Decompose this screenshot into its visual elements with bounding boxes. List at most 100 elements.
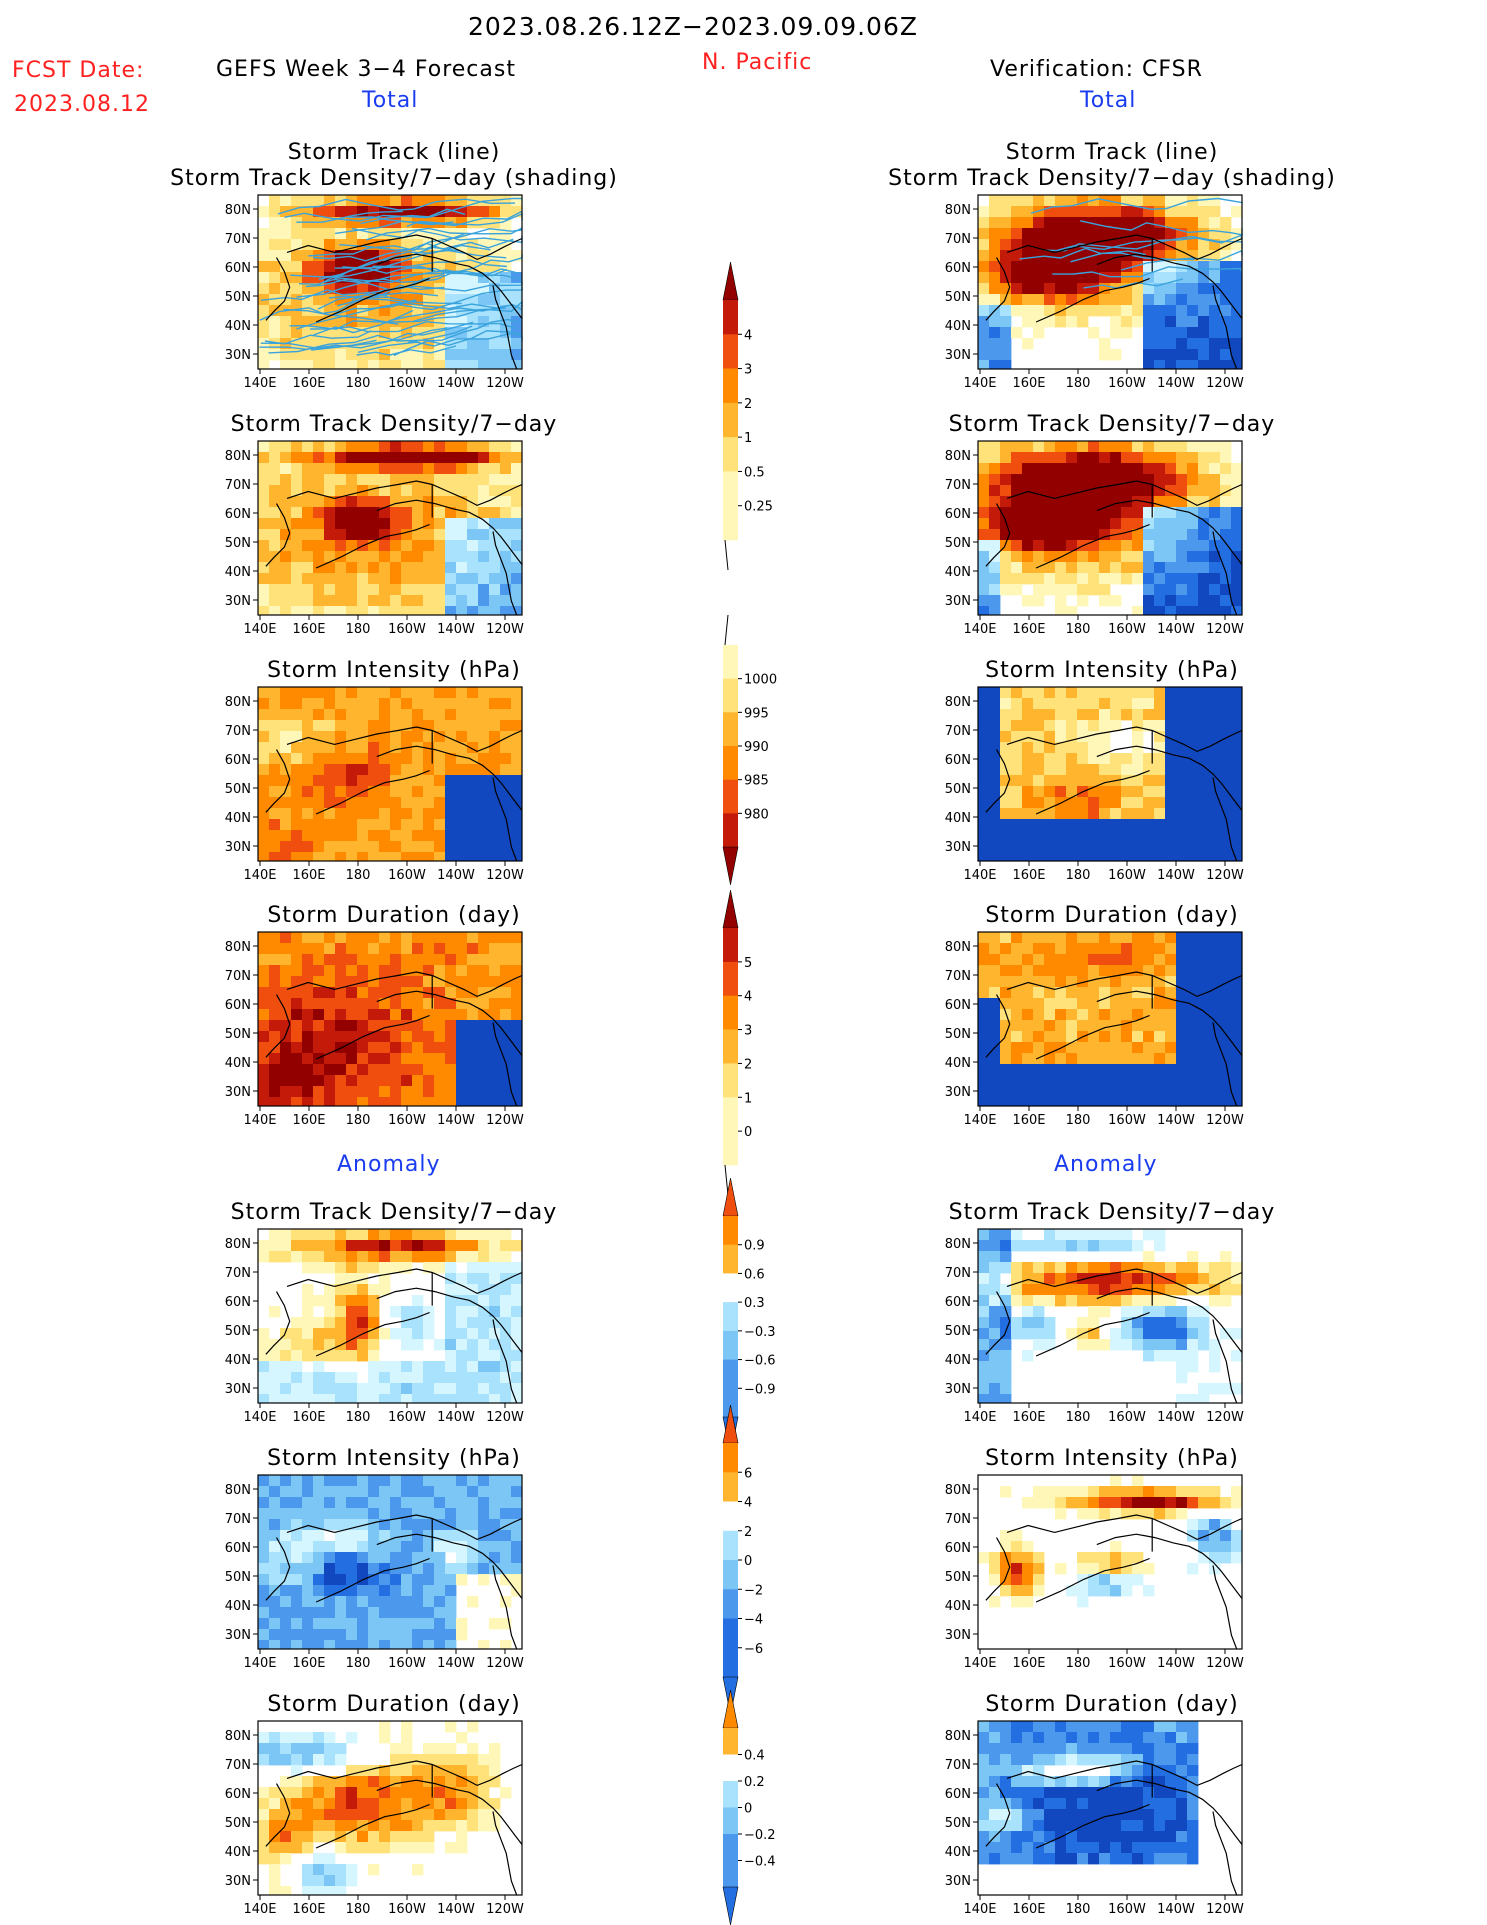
grid-cell [1143,551,1155,563]
grid-cell [1132,1787,1144,1799]
grid-cell [456,687,468,699]
grid-cell [1231,1541,1243,1553]
grid-cell [989,463,1001,475]
storm-track-line [283,299,416,317]
lat-label: 50N [225,536,251,551]
grid-cell [978,250,990,262]
grid-cell [335,841,347,853]
grid-cell [434,1754,446,1766]
grid-cell [390,1585,402,1597]
grid-cell [258,1842,270,1854]
grid-cell [989,1064,1001,1076]
grid-cell [978,797,990,809]
grid-cell [1099,529,1111,541]
grid-cell [1176,239,1188,251]
grid-cell [1187,474,1199,486]
grid-cell [500,687,512,699]
grid-cell [1154,441,1166,453]
grid-cell [1099,217,1111,229]
coast-segment [985,749,1011,813]
grid-cell [434,1530,446,1542]
grid-cell [1088,1831,1100,1843]
grid-cell [313,731,325,743]
grid-cell [978,1075,990,1087]
grid-cell [423,1086,435,1098]
grid-cell [1154,1798,1166,1810]
grid-cell [412,830,424,842]
grid-cell [434,595,446,607]
grid-cell [1121,1262,1133,1274]
lat-label: 80N [225,449,251,464]
grid-cell [1143,1809,1155,1821]
grid-cell [511,1075,523,1087]
grid-cell [302,496,314,508]
grid-cell [500,954,512,966]
grid-cell [1176,709,1188,721]
grid-cell [1165,1809,1177,1821]
grid-cell [489,452,501,464]
grid-cell [280,562,292,574]
grid-cell [280,819,292,831]
grid-cell [390,1743,402,1755]
grid-cell [1066,1721,1078,1733]
grid-cell [489,1240,501,1252]
grid-cell [1088,852,1100,862]
grid-cell [1209,830,1221,842]
grid-cell [302,1585,314,1597]
grid-cell [324,485,336,497]
grid-cell [489,1618,501,1630]
lon-label: 140E [243,1410,276,1425]
grid-cell [1121,316,1133,328]
grid-cell [1000,1372,1012,1384]
grid-cell [390,932,402,944]
map-panel-fc-density: Storm Track Density/7−day80N70N60N50N40N… [225,412,557,637]
grid-cell [258,1820,270,1832]
grid-cell [258,775,270,787]
grid-cell [1143,753,1155,765]
grid-cell [1143,272,1155,284]
grid-cell [412,272,424,284]
grid-cell [1165,283,1177,295]
grid-cell [368,1020,380,1032]
grid-cell [390,573,402,585]
grid-cell [379,1097,391,1107]
grid-cell [324,327,336,339]
grid-cell [302,943,314,955]
grid-cell [978,1295,990,1307]
lon-label: 180 [1066,868,1091,883]
grid-cell [511,742,523,754]
grid-cell [379,1394,391,1404]
grid-cell [489,360,501,370]
grid-cell [1011,250,1023,262]
grid-cell [1231,1486,1243,1498]
grid-cell [324,195,336,207]
grid-cell [335,943,347,955]
grid-cell [357,841,369,853]
grid-cell [1220,1042,1232,1054]
grid-cell [1011,720,1023,732]
grid-cell [423,338,435,350]
grid-cell [1088,1262,1100,1274]
coast-segment [1212,1565,1238,1650]
grid-cell [445,786,457,798]
grid-cell [269,195,281,207]
grid-cell [401,283,413,295]
grid-cell [368,1552,380,1564]
grid-cell [1000,349,1012,361]
grid-cell [1055,1743,1067,1755]
grid-cell [989,1809,1001,1821]
grid-cell [467,720,479,732]
grid-cell [1022,1317,1034,1329]
grid-cell [1088,305,1100,317]
grid-cell [280,1886,292,1896]
grid-cell [335,1031,347,1043]
grid-cell [1154,1732,1166,1744]
grid-cell [1220,239,1232,251]
grid-cell [1000,720,1012,732]
grid-cell [1231,360,1243,370]
grid-cell [1088,998,1100,1010]
grid-cell [1154,808,1166,820]
storm-tracks [259,197,523,357]
grid-cell [258,764,270,776]
grid-cell [335,250,347,262]
